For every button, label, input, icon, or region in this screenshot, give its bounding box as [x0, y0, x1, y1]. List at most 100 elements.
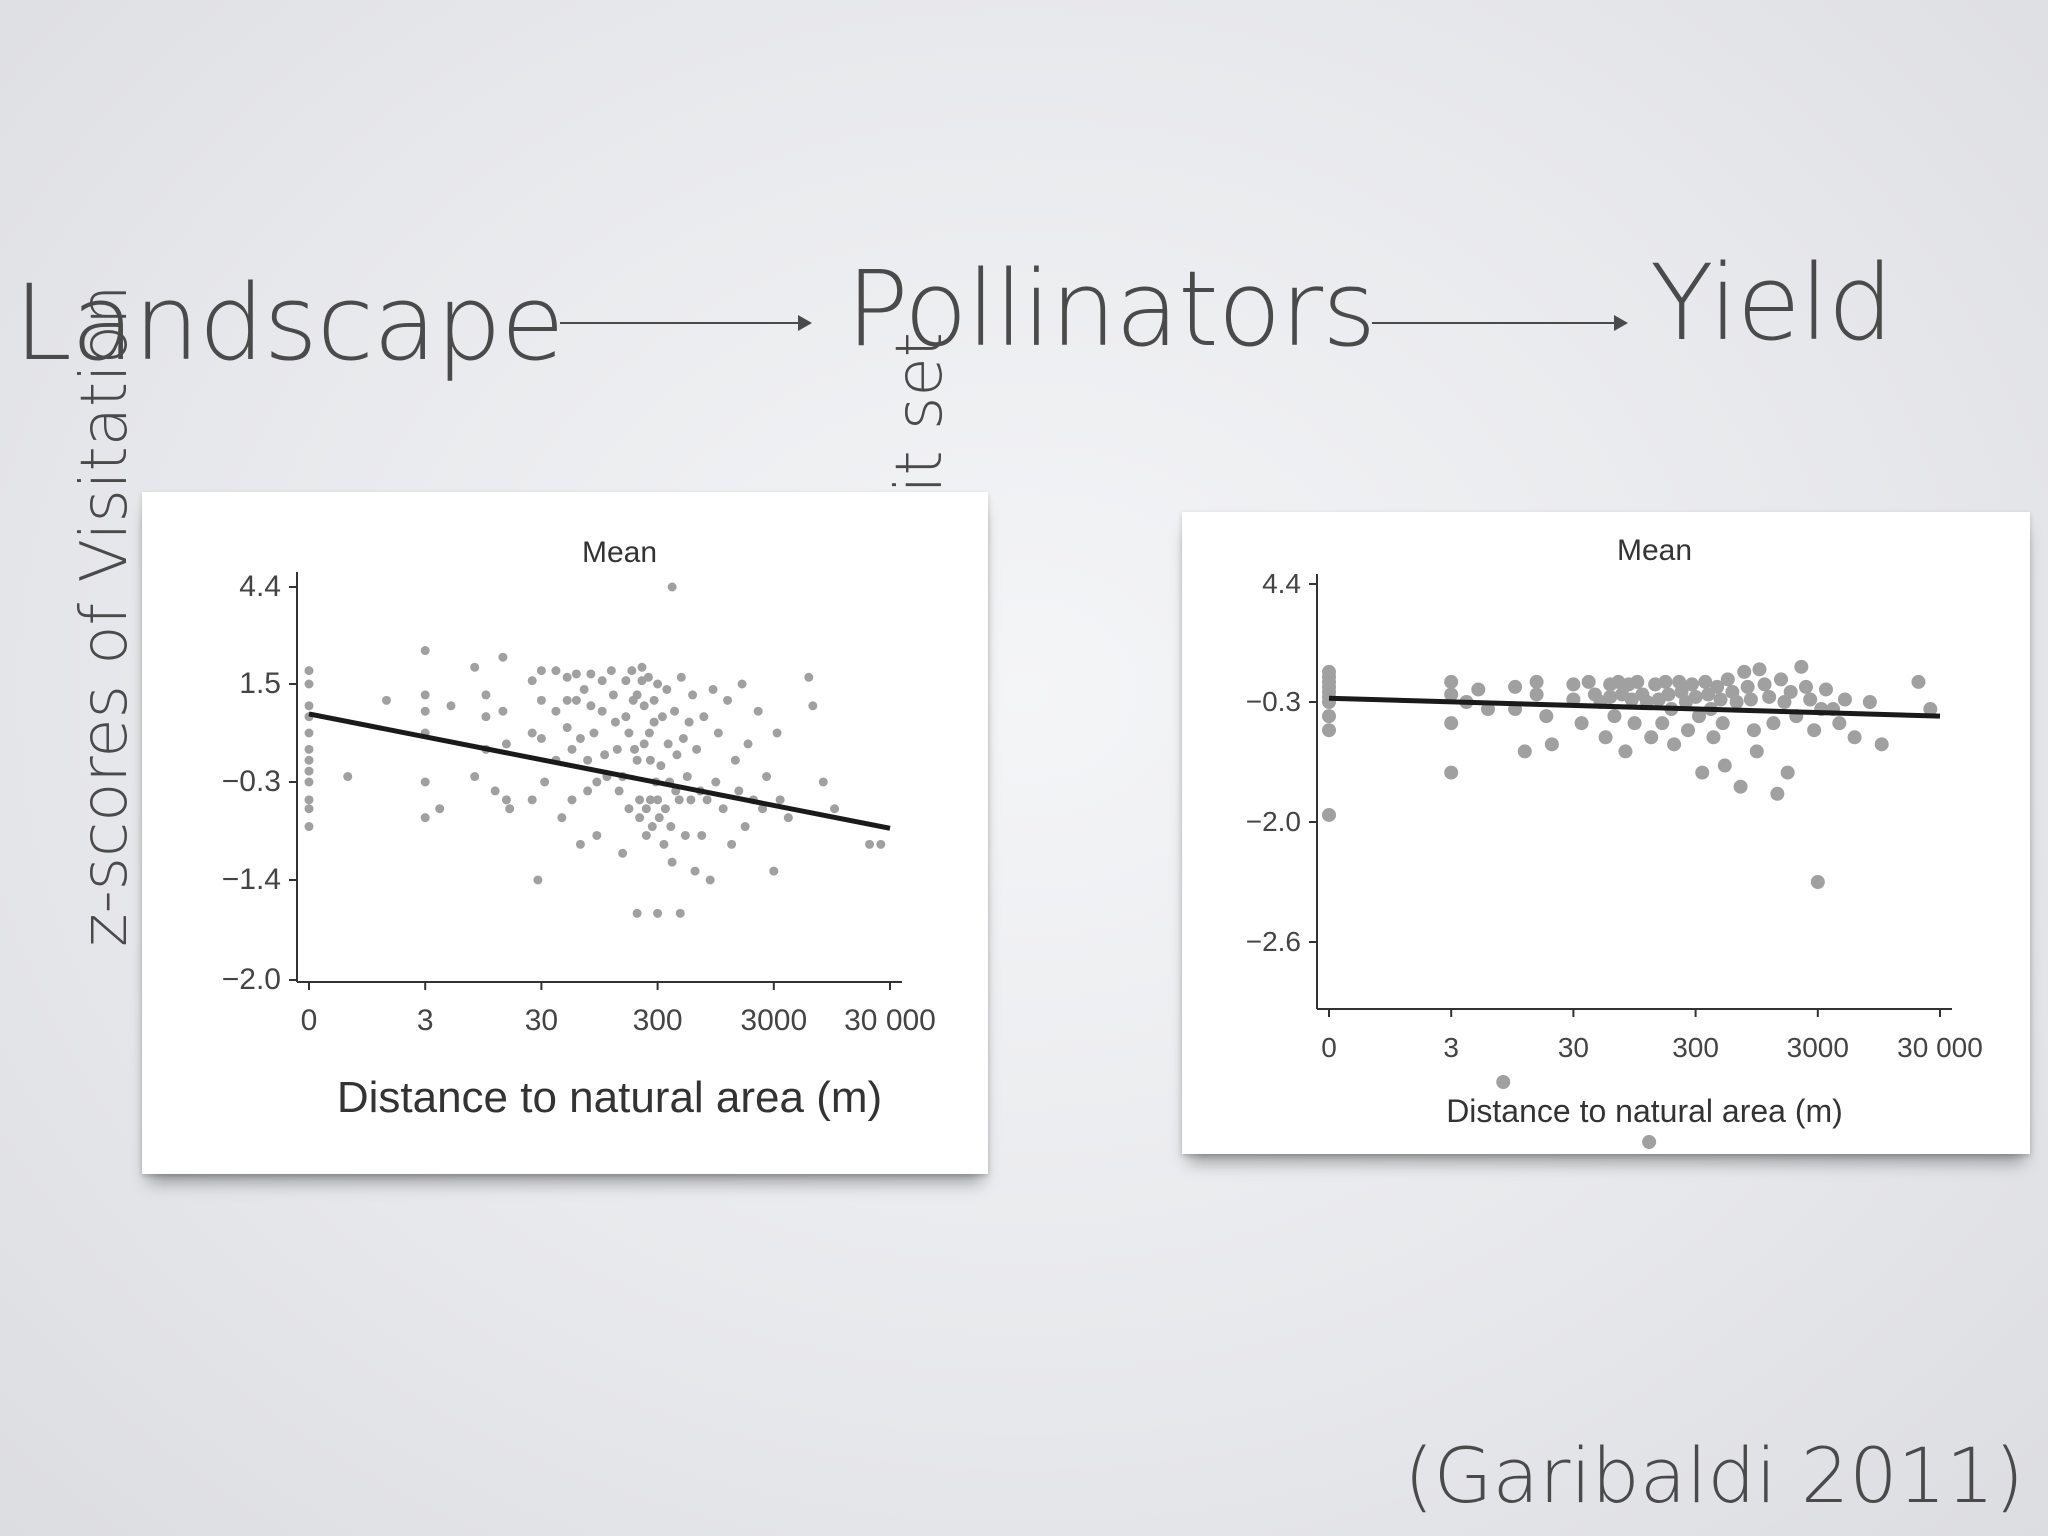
data-point: [304, 822, 314, 832]
data-point: [420, 690, 430, 700]
y-tick-label: −1.4: [222, 863, 281, 896]
data-point: [621, 712, 631, 722]
data-point: [758, 804, 768, 814]
data-point: [597, 676, 607, 686]
data-point: [420, 777, 430, 787]
data-point: [1624, 692, 1639, 707]
x-tick-label: 3: [417, 1004, 434, 1037]
data-point: [1508, 679, 1523, 694]
x-tick-label: 0: [301, 1004, 318, 1037]
data-point: [624, 728, 634, 738]
data-point: [1529, 687, 1544, 702]
x-tick-label: 300: [633, 1004, 683, 1037]
x-tick-label: 30: [525, 1004, 558, 1037]
x-tick-label: 30: [1558, 1032, 1589, 1063]
data-point: [675, 908, 685, 918]
data-point: [501, 739, 511, 749]
data-point: [586, 669, 596, 679]
data-point: [1684, 677, 1699, 692]
data-point: [1810, 875, 1825, 889]
data-point: [1544, 737, 1559, 752]
data-point: [680, 830, 690, 840]
data-point: [663, 739, 673, 749]
x-axis-title: Distance to natural area (m): [337, 1073, 882, 1122]
data-point: [618, 848, 628, 858]
data-point: [818, 777, 828, 787]
panel-label-visitation: z-scores of Visitation: [68, 284, 142, 947]
data-point: [304, 755, 314, 765]
data-point: [527, 728, 537, 738]
data-point: [723, 695, 733, 705]
data-point: [1832, 716, 1847, 731]
data-point: [876, 839, 886, 849]
x-axis-title: Distance to natural area (m): [1446, 1093, 1843, 1129]
data-point: [1630, 674, 1645, 689]
flow-step-pollinators: Pollinators: [846, 248, 1376, 370]
data-point: [592, 777, 602, 787]
data-point: [1695, 765, 1710, 780]
data-point: [653, 679, 663, 689]
y-tick-label: 1.5: [239, 667, 281, 700]
data-point: [666, 822, 676, 832]
data-point: [1757, 677, 1772, 692]
data-point: [1444, 765, 1459, 780]
data-point: [1681, 723, 1696, 738]
data-point: [1642, 1135, 1657, 1149]
x-tick-label: 3000: [1787, 1032, 1849, 1063]
data-point: [624, 804, 634, 814]
x-tick-label: 30 000: [844, 1004, 936, 1037]
data-point: [699, 712, 709, 722]
data-point: [420, 706, 430, 716]
data-point: [610, 717, 620, 727]
data-point: [632, 755, 642, 765]
data-point: [775, 795, 785, 805]
data-point: [808, 701, 818, 711]
data-point: [505, 804, 515, 814]
data-point: [481, 712, 491, 722]
data-point: [435, 804, 445, 814]
chart-title: Mean: [582, 536, 657, 569]
data-point: [639, 701, 649, 711]
data-point: [667, 582, 677, 592]
data-point: [597, 706, 607, 716]
data-point: [612, 744, 622, 754]
data-point: [1444, 716, 1459, 731]
data-point: [645, 755, 655, 765]
data-point: [649, 717, 659, 727]
data-point: [654, 813, 664, 823]
data-point: [1322, 723, 1336, 738]
data-point: [1733, 779, 1748, 794]
data-point: [446, 701, 456, 711]
y-tick-label: 4.4: [239, 570, 281, 603]
data-point: [1539, 709, 1554, 724]
data-point: [627, 666, 637, 676]
data-point: [481, 690, 491, 700]
trend-line: [1328, 695, 1941, 719]
y-tick-label: −2.0: [1246, 806, 1301, 837]
data-point: [606, 666, 616, 676]
data-point: [1766, 716, 1781, 731]
data-point: [674, 795, 684, 805]
data-point: [621, 676, 631, 686]
data-point: [1444, 674, 1459, 689]
data-point: [743, 739, 753, 749]
data-point: [1740, 679, 1755, 694]
data-point: [637, 662, 647, 672]
flow-step-landscape: Landscape: [14, 262, 565, 384]
data-point: [705, 875, 715, 885]
data-point: [1770, 786, 1785, 801]
data-point: [1322, 709, 1336, 724]
data-point: [304, 666, 314, 676]
data-point: [653, 908, 663, 918]
data-point: [708, 684, 718, 694]
data-point: [682, 772, 692, 782]
data-point: [1752, 662, 1767, 677]
data-point: [557, 813, 567, 823]
data-point: [1661, 687, 1676, 702]
chart-title: Mean: [1617, 534, 1692, 567]
data-point: [1746, 723, 1761, 738]
data-point: [713, 728, 723, 738]
citation: (Garibaldi 2011): [1404, 1431, 2024, 1520]
data-point: [1807, 723, 1822, 738]
data-point: [1743, 692, 1758, 707]
